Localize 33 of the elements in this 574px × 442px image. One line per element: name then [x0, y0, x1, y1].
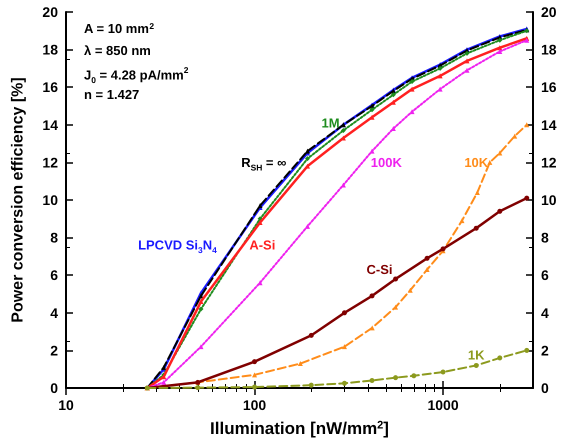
series-label: 100K: [370, 154, 402, 170]
y2-tick-label: 20: [541, 4, 557, 20]
series-label: 10K: [464, 154, 489, 170]
y2-tick-label: 18: [541, 42, 557, 58]
series-label: A-Si: [249, 238, 276, 253]
y2-tick-label: 0: [541, 380, 549, 396]
y2-tick-label: 14: [541, 116, 557, 133]
y-tick-label: 8: [50, 230, 58, 246]
y-tick-label: 0: [50, 380, 58, 396]
y-tick-label: 18: [42, 42, 58, 58]
y-tick-label: 16: [42, 79, 58, 96]
y2-tick-label: 8: [541, 230, 549, 246]
y2-tick-label: 16: [541, 79, 557, 96]
y2-tick-label: 12: [541, 154, 557, 170]
y-tick-label: 4: [50, 304, 58, 321]
y-tick-label: 12: [42, 154, 58, 170]
y-tick-label: 14: [42, 116, 58, 133]
y-tick-label: 2: [50, 342, 58, 358]
y-axis-title: Power conversion efficiency [%]: [10, 77, 26, 323]
y2-tick-label: 2: [541, 342, 549, 358]
x-tick-label: 1000: [427, 397, 459, 413]
series-label: 1M: [321, 115, 340, 130]
y2-tick-label: 4: [541, 304, 549, 321]
y2-tick-label: 10: [541, 192, 557, 208]
series-label: 1K: [468, 348, 486, 363]
x-tick-label: 100: [242, 397, 266, 413]
annotation: λ = 850 nm: [84, 43, 151, 58]
y-tick-label: 10: [42, 192, 58, 208]
series-label: C-Si: [366, 262, 392, 278]
y-tick-label: 20: [42, 4, 58, 20]
y2-tick-label: 6: [541, 267, 549, 284]
annotation: n = 1.427: [84, 87, 140, 102]
y-tick-label: 6: [50, 267, 58, 284]
